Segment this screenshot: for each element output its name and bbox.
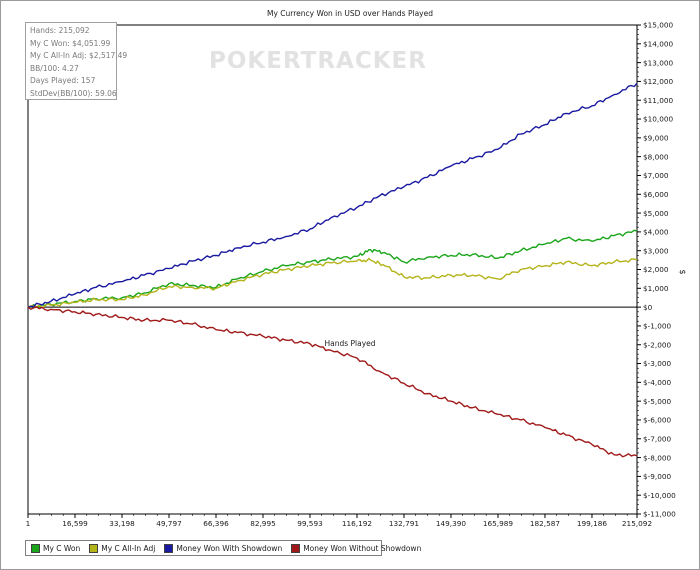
x-tick-label: 215,092 <box>622 519 652 528</box>
legend-label: My C All-In Adj <box>101 543 156 553</box>
legend-item-my-c-won: My C Won <box>31 543 81 553</box>
x-tick-label: 165,989 <box>483 519 514 528</box>
legend-swatch <box>291 543 301 553</box>
series-line-money-won-with-showdown <box>27 82 638 308</box>
stat-my-c-won: My C Won: $4,051.99 <box>30 38 111 48</box>
y-tick-label: $-4,000 <box>643 378 672 387</box>
x-tick-label: 149,390 <box>436 519 467 528</box>
x-tick-label: 116,192 <box>342 519 372 528</box>
x-tick-label: 33,198 <box>109 519 135 528</box>
legend: My C Won My C All-In Adj Money Won With … <box>25 540 421 556</box>
legend-label: Money Won With Showdown <box>176 543 283 553</box>
x-tick-label: 82,995 <box>250 519 276 528</box>
legend-label: My C Won <box>43 543 81 553</box>
y-tick-label: $1,000 <box>643 284 669 293</box>
legend-label: Money Won Without Showdown <box>303 543 422 553</box>
legend-item-all-in-adj: My C All-In Adj <box>89 543 156 553</box>
stat-stddev: StdDev(BB/100): 59.06 <box>30 88 117 98</box>
y-tick-label: $6,000 <box>643 190 669 199</box>
y-tick-label: $-3,000 <box>643 359 672 368</box>
stats-box: Hands: 215,092 My C Won: $4,051.99 My C … <box>25 22 128 100</box>
x-tick-label: 132,791 <box>389 519 419 528</box>
stat-days-played: Days Played: 157 <box>30 76 96 85</box>
y-tick-label: $3,000 <box>643 246 669 255</box>
x-tick-label: 1 <box>26 519 31 528</box>
legend-swatch <box>164 543 174 553</box>
y-tick-label: $-6,000 <box>643 416 672 425</box>
y-tick-label: $10,000 <box>643 115 674 124</box>
series-line-money-won-without-showdown <box>27 306 638 458</box>
y-tick-label: $12,000 <box>643 77 674 86</box>
legend-swatch <box>31 543 40 553</box>
y-tick-label: $13,000 <box>643 58 674 67</box>
stat-hands: Hands: 215,092 <box>30 26 90 35</box>
y-tick-label: $-8,000 <box>643 453 672 462</box>
legend-swatch <box>89 543 99 553</box>
y-tick-label: $7,000 <box>643 171 669 180</box>
x-tick-label: 99,593 <box>297 519 323 528</box>
y-tick-label: $-1,000 <box>643 322 672 331</box>
x-axis-label: Hands Played <box>324 339 375 348</box>
series-line-my-c-all-in-adj <box>27 257 638 309</box>
legend-item-without-showdown: Money Won Without Showdown <box>291 543 422 553</box>
y-tick-label: $-9,000 <box>643 472 672 481</box>
y-tick-label: $-5,000 <box>643 397 672 406</box>
stat-all-in-adj: My C All-In Adj: $2,517.49 <box>30 51 128 60</box>
watermark-logo: POKERTRACKER <box>209 48 427 74</box>
y-tick-label: $2,000 <box>643 265 669 274</box>
y-tick-label: $9,000 <box>643 134 669 143</box>
y-tick-label: $5,000 <box>643 209 669 218</box>
chart-title: My Currency Won in USD over Hands Played <box>267 9 433 18</box>
x-tick-label: 49,797 <box>156 519 182 528</box>
y-tick-label: $-11,000 <box>643 510 676 519</box>
x-tick-label: 16,599 <box>62 519 88 528</box>
legend-item-with-showdown: Money Won With Showdown <box>164 543 283 553</box>
y-tick-label: $-2,000 <box>643 340 672 349</box>
y-tick-label: $14,000 <box>643 40 674 49</box>
stat-bb-100: BB/100: 4.27 <box>30 63 79 73</box>
x-tick-label: 199,186 <box>577 519 608 528</box>
y-tick-label: $-7,000 <box>643 434 672 443</box>
y-tick-label: $0 <box>643 303 653 312</box>
y-tick-label: $15,000 <box>643 21 674 30</box>
y-tick-label: $4,000 <box>643 228 669 237</box>
y-tick-label: $-10,000 <box>643 491 676 500</box>
x-tick-label: 182,587 <box>530 519 561 528</box>
series-line-my-c-won <box>27 229 638 308</box>
y-tick-label: $11,000 <box>643 96 674 105</box>
y-axis-label: $ <box>678 269 687 274</box>
x-tick-label: 66,396 <box>203 519 229 528</box>
y-tick-label: $8,000 <box>643 152 669 161</box>
